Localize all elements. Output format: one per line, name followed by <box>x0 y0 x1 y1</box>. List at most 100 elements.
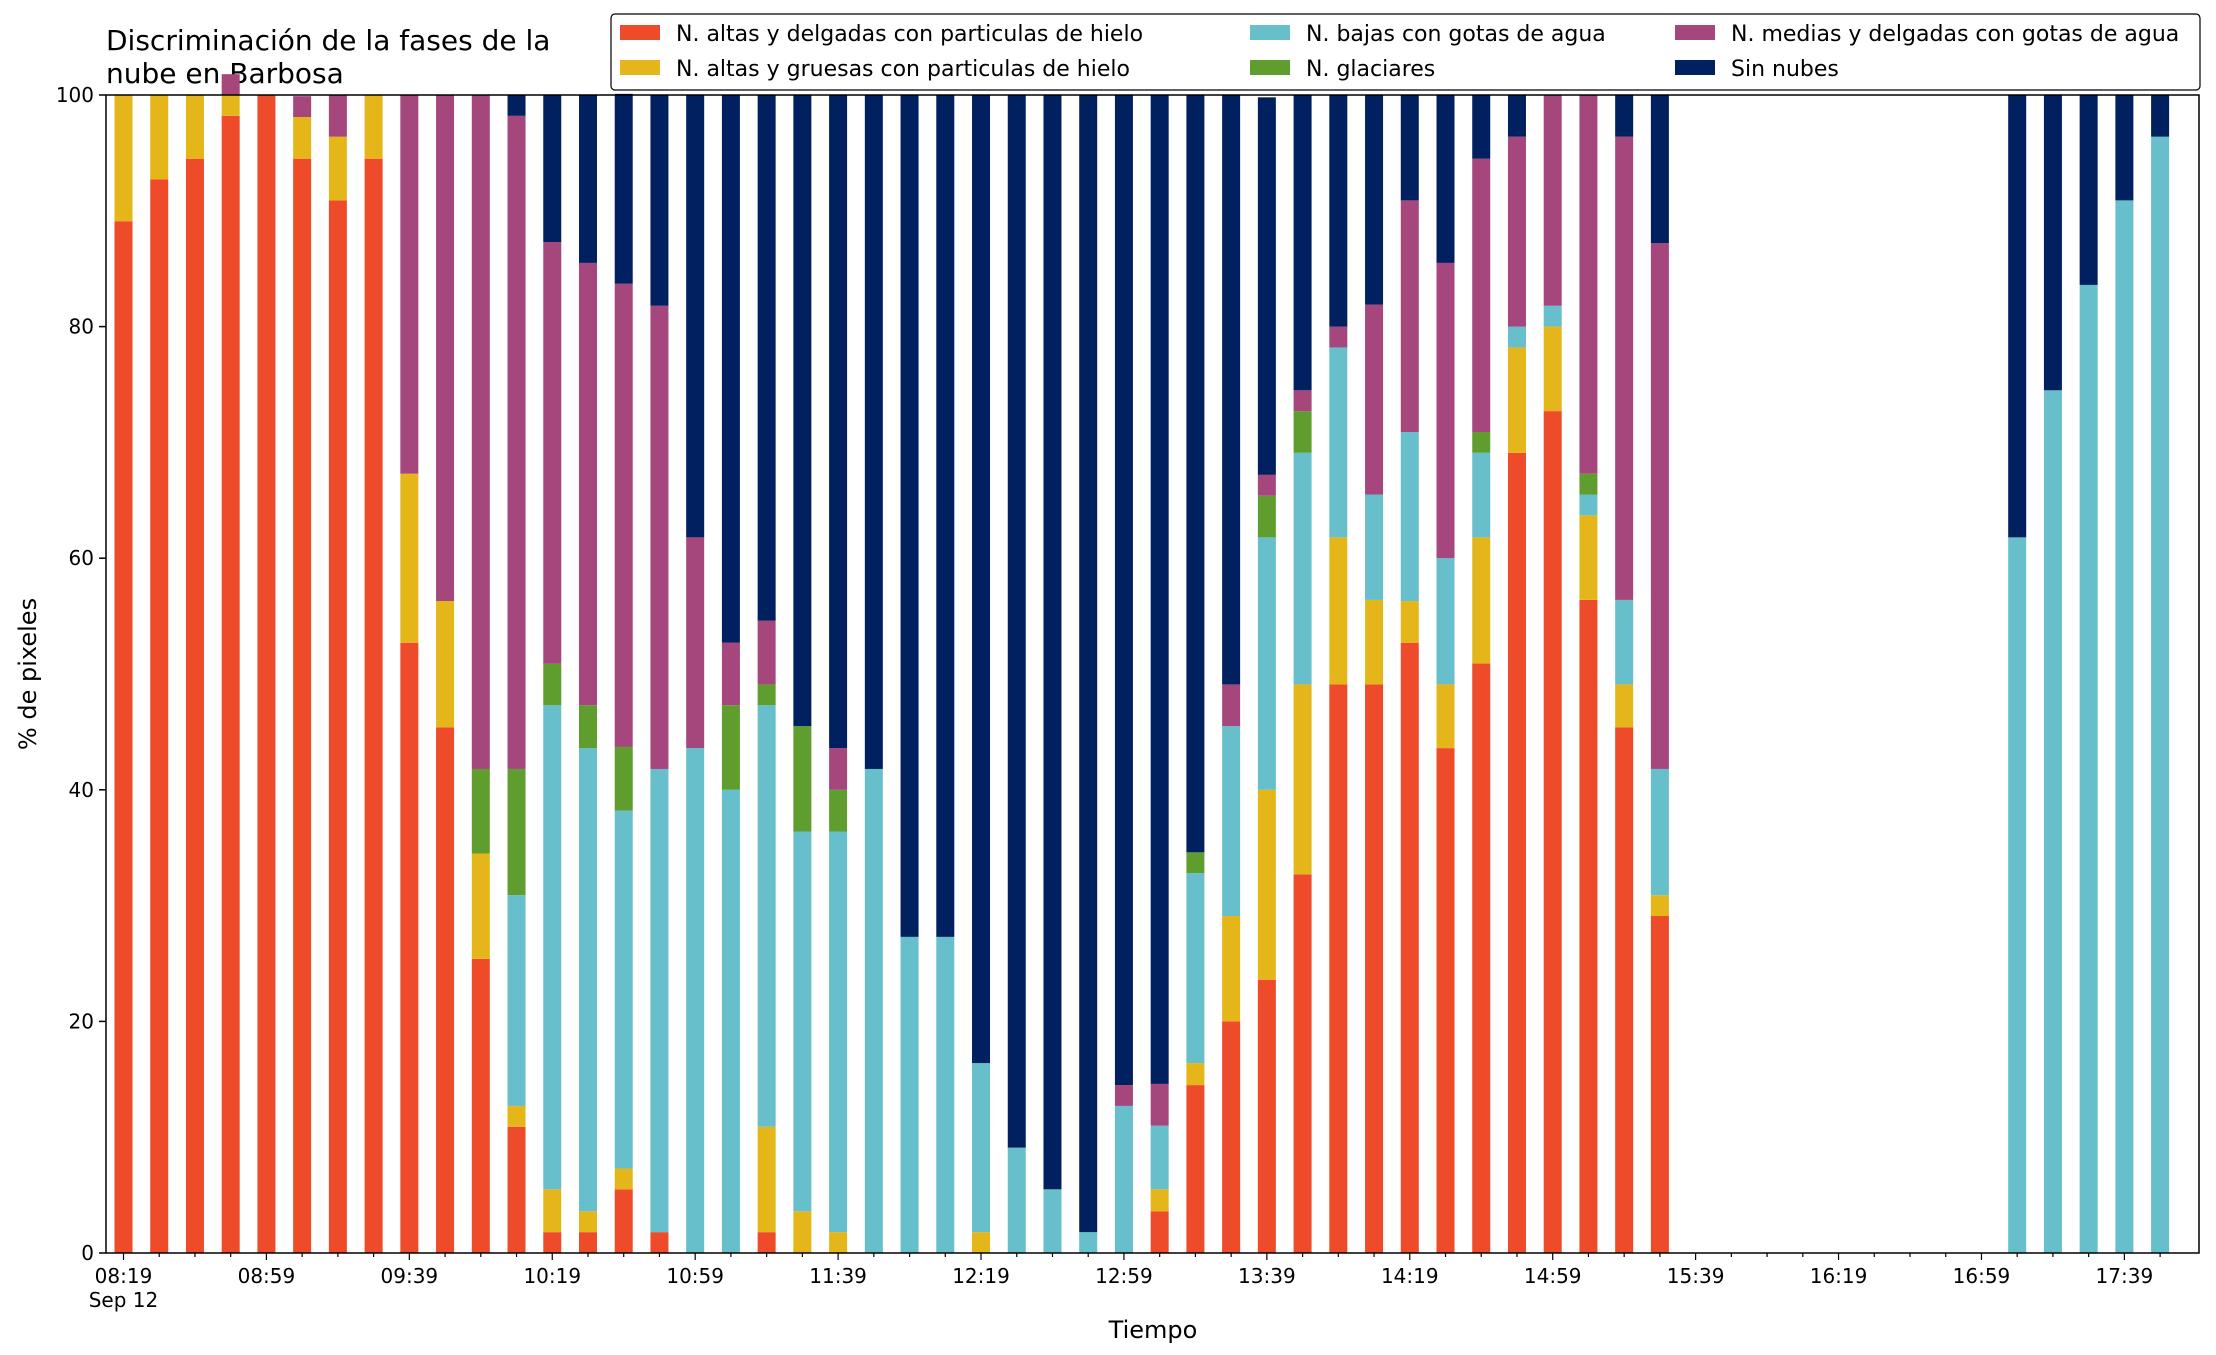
bar-segment-s2-14:49 <box>1507 326 1526 348</box>
bar-segment-s2-11:49 <box>864 768 883 1253</box>
bar-segment-s5-11:59 <box>900 95 919 937</box>
bar-segment-s5-11:09 <box>721 95 740 643</box>
bar-segment-s1-13:59 <box>1329 537 1348 685</box>
bar-segment-s2-14:19 <box>1400 431 1419 602</box>
bar-segment-s2-12:39 <box>1043 1189 1062 1253</box>
bar-segment-s5-14:39 <box>1472 95 1491 159</box>
bar-segment-s1-14:19 <box>1400 601 1419 643</box>
bar-segment-s1-08:19 <box>114 95 133 222</box>
bar-segment-s1-09:39 <box>400 473 419 643</box>
bar-segment-s5-14:29 <box>1436 95 1455 263</box>
bar-segment-s1-15:19 <box>1615 684 1634 728</box>
bar-segment-s2-10:19 <box>543 705 562 1190</box>
bar-segment-s5-13:49 <box>1293 95 1312 391</box>
bar-segment-s2-15:19 <box>1615 599 1634 685</box>
y-tick-label: 20 <box>69 1009 94 1033</box>
y-tick-label: 40 <box>69 778 94 802</box>
bar-segment-s0-14:39 <box>1472 663 1491 1253</box>
bar-segment-s5-10:29 <box>578 95 597 263</box>
bar-segment-s3-11:29 <box>793 726 812 832</box>
bar-segment-s0-09:59 <box>471 958 490 1253</box>
bar-segment-s0-09:29 <box>364 158 383 1254</box>
bar-segment-s5-13:39 <box>1257 97 1276 475</box>
bar-segment-s0-10:19 <box>543 1232 562 1253</box>
legend-swatch <box>620 60 660 75</box>
bar-segment-s0-13:49 <box>1293 874 1312 1253</box>
bar-segment-s5-17:39 <box>2115 95 2134 201</box>
bar-segment-s4-11:19 <box>757 620 776 685</box>
bar-segment-s3-11:09 <box>721 705 740 790</box>
bar-segment-s1-13:29 <box>1222 916 1241 1022</box>
bar-segment-s4-13:39 <box>1257 474 1276 496</box>
bar-segment-s1-14:49 <box>1507 347 1526 453</box>
x-tick-label: 11:39 <box>809 1264 867 1288</box>
bar-segment-s5-12:39 <box>1043 95 1062 1190</box>
bar-segment-s2-10:29 <box>578 748 597 1212</box>
bar-segment-s1-11:39 <box>829 1232 848 1253</box>
bar-segment-s2-12:29 <box>1007 1147 1026 1253</box>
bar-segment-s4-09:39 <box>400 95 419 474</box>
bar-segment-s0-15:19 <box>1615 727 1634 1253</box>
bar-segment-s3-13:49 <box>1293 411 1312 453</box>
bar-segment-s2-17:39 <box>2115 200 2134 1253</box>
bar-segment-s1-13:09 <box>1150 1189 1169 1212</box>
bar-segment-s2-17:49 <box>2151 136 2170 1254</box>
legend-label: N. glaciares <box>1306 57 1435 82</box>
bar-segment-s0-13:59 <box>1329 684 1348 1253</box>
legend-label: N. medias y delgadas con gotas de agua <box>1731 22 2179 47</box>
bar-segment-s0-14:59 <box>1543 411 1562 1253</box>
legend-swatch <box>1675 25 1715 40</box>
bar-segment-s0-15:09 <box>1579 599 1598 1253</box>
bar-segment-s2-13:19 <box>1186 873 1205 1064</box>
bar-segment-s0-08:59 <box>257 95 276 1253</box>
bar-segment-s0-15:29 <box>1650 916 1669 1253</box>
bar-segment-s5-17:49 <box>2151 95 2170 137</box>
bar-segment-s4-10:29 <box>578 262 597 706</box>
x-tick-label: 13:39 <box>1238 1264 1296 1288</box>
bar-segment-s2-11:09 <box>721 789 740 1253</box>
bar-segment-s2-11:39 <box>829 831 848 1233</box>
bar-segment-s2-14:29 <box>1436 558 1455 685</box>
bar-segment-s5-14:09 <box>1365 95 1384 305</box>
bar-segment-s0-11:19 <box>757 1232 776 1253</box>
bar-segment-s3-11:39 <box>829 789 848 832</box>
bar-segment-s4-13:29 <box>1222 684 1241 727</box>
bar-segment-s0-10:39 <box>614 1189 633 1253</box>
bar-segment-s2-10:59 <box>686 748 705 1253</box>
bar-segment-s1-09:59 <box>471 853 490 959</box>
bar-segment-s5-13:09 <box>1150 95 1169 1084</box>
bar-segment-s0-13:39 <box>1257 979 1276 1253</box>
bar-segment-s2-14:59 <box>1543 305 1562 327</box>
bar-segment-s4-10:39 <box>614 283 633 747</box>
bar-segment-s4-10:59 <box>686 537 705 749</box>
bar-segment-s5-10:19 <box>543 95 562 243</box>
bar-segment-s0-14:09 <box>1365 684 1384 1253</box>
bar-segment-s4-14:59 <box>1543 95 1562 306</box>
x-tick-label: 14:59 <box>1524 1264 1582 1288</box>
y-tick-label: 0 <box>81 1241 94 1265</box>
bar-segment-s5-10:49 <box>650 95 669 306</box>
bar-segment-s2-10:39 <box>614 810 633 1169</box>
x-tick-label: 15:39 <box>1667 1264 1725 1288</box>
y-axis-label: % de pixeles <box>14 598 42 750</box>
bar-segment-s0-14:49 <box>1507 452 1526 1253</box>
x-tick-label: 08:19 Sep 12 <box>89 1264 159 1312</box>
legend-swatch <box>1250 25 1290 40</box>
bar-segment-s4-14:09 <box>1365 304 1384 495</box>
x-axis-label: Tiempo <box>1108 1316 1198 1344</box>
bar-segment-s5-12:59 <box>1114 95 1133 1086</box>
legend-swatch <box>1250 60 1290 75</box>
chart-title-line-1: Discriminación de la fases de la <box>106 24 550 57</box>
bar-segment-s2-12:09 <box>936 936 955 1253</box>
bar-segment-s3-14:39 <box>1472 431 1491 453</box>
bar-segment-s1-10:19 <box>543 1189 562 1233</box>
bar-segment-s2-12:49 <box>1079 1232 1098 1253</box>
bar-segment-s1-12:19 <box>972 1232 991 1253</box>
bar-segment-s1-14:39 <box>1472 537 1491 664</box>
bar-segment-s5-11:19 <box>757 95 776 621</box>
bar-segment-s2-11:29 <box>793 831 812 1212</box>
bar-segment-s1-15:29 <box>1650 895 1669 917</box>
bar-segment-s4-10:19 <box>543 242 562 664</box>
bar-segment-s5-15:29 <box>1650 95 1669 244</box>
legend: N. altas y delgadas con particulas de hi… <box>610 13 2201 91</box>
